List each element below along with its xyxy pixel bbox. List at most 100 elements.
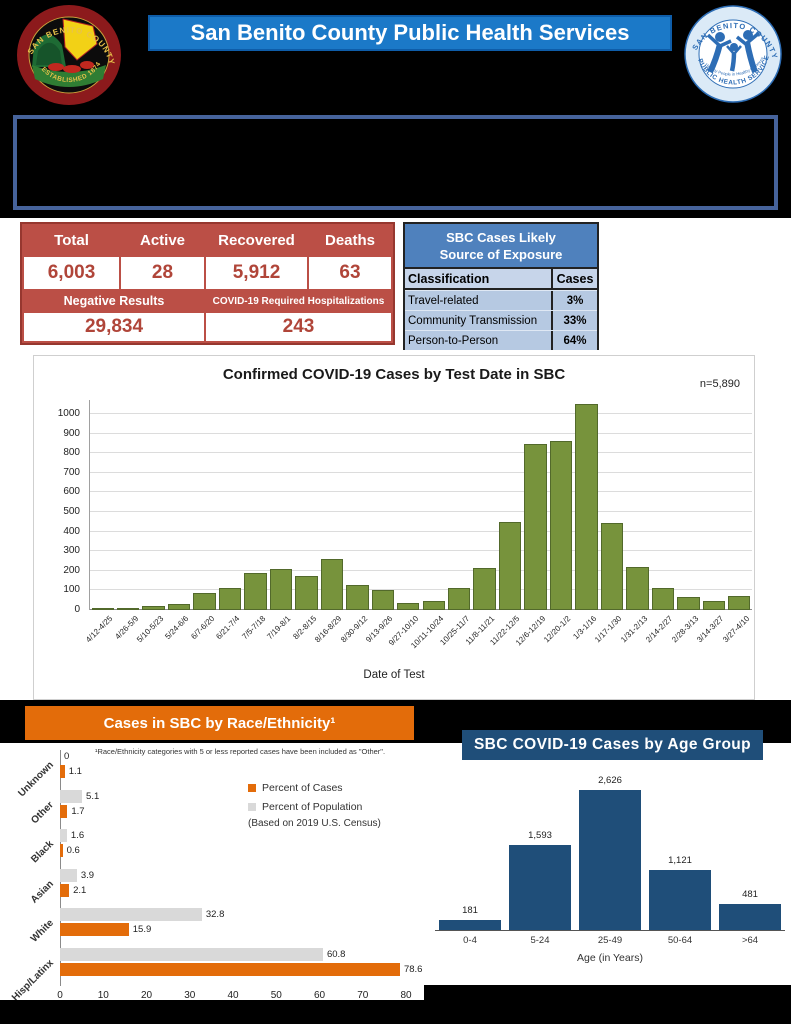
gridline	[90, 550, 752, 552]
test-date-bar	[218, 588, 242, 610]
x-tick-label: 8/16-8/29	[313, 614, 344, 645]
age-chart-banner: SBC COVID-19 Cases by Age Group	[462, 730, 763, 760]
test-date-bar	[651, 588, 675, 610]
exposure-title-line1: SBC Cases Likely	[446, 230, 556, 245]
age-x-tick-label: 25-49	[597, 935, 623, 946]
population-bar-label: 3.9	[80, 869, 95, 881]
test-date-bar	[244, 573, 267, 610]
y-tick-label: 600	[63, 486, 80, 498]
test-date-chart: Confirmed COVID-19 Cases by Test Date in…	[33, 355, 755, 700]
cases-bar-label: 0.6	[66, 845, 80, 857]
stats-value-total: 6,003	[24, 257, 119, 289]
test-date-bar	[626, 567, 649, 610]
x-tick-label: 3/27-4/10	[720, 614, 751, 645]
test-date-bar	[473, 568, 496, 610]
test-date-xaxis-title: Date of Test	[363, 669, 425, 681]
x-tick-label: 8/30-9/12	[338, 614, 370, 645]
test-date-bar	[295, 576, 318, 610]
case-stats-table: Total Active Recovered Deaths 6,003 28 5…	[20, 222, 395, 345]
gridline	[90, 530, 752, 532]
test-date-bar	[116, 608, 140, 610]
legend-census-note: (Based on 2019 U.S. Census)	[248, 818, 381, 829]
exposure-source-table: SBC Cases Likely Source of Exposure Clas…	[403, 222, 599, 350]
x-tick-label: 5/10-5/23	[135, 614, 166, 645]
race-x-tick-label: 40	[227, 990, 239, 1001]
cases-bar	[60, 963, 400, 976]
age-bar	[649, 870, 711, 930]
redacted-summary-box	[13, 115, 778, 210]
stats-value-deaths: 63	[309, 257, 391, 289]
age-bar-value-label: 1,593	[528, 830, 552, 841]
race-x-tick-label: 30	[184, 990, 196, 1001]
age-bar-value-label: 2,626	[598, 775, 622, 786]
seal-county-shape	[62, 18, 98, 61]
race-chart-axis-line	[60, 750, 61, 986]
x-tick-label: 7/5-7/18	[240, 614, 268, 642]
legend-cases-label: Percent of Cases	[262, 782, 343, 794]
gridline	[90, 511, 752, 512]
gridline	[90, 491, 752, 493]
population-bar-label: 32.8	[205, 909, 225, 921]
y-tick-label: 700	[63, 466, 80, 478]
y-tick-label: 100	[63, 584, 80, 596]
age-bar	[579, 790, 641, 930]
logo-figures	[706, 31, 761, 74]
test-date-bar	[167, 604, 191, 610]
test-date-bar	[677, 597, 700, 610]
x-tick-label: 2/14-2/27	[644, 614, 675, 645]
test-date-chart-title: Confirmed COVID-19 Cases by Test Date in…	[222, 366, 566, 383]
x-tick-label: 1/31-2/13	[618, 614, 650, 645]
race-ethnicity-chart: ¹Race/Ethnicity categories with 5 or les…	[0, 744, 430, 1004]
test-date-xlabels: 4/12-4/25 4/26-5/9 5/10-5/23 5/24-6/6 6/7-6/…	[84, 612, 751, 664]
summary-band	[0, 110, 791, 218]
test-date-bar	[549, 441, 573, 610]
race-x-tick-label: 50	[270, 990, 282, 1001]
exposure-title-line2: Source of Exposure	[439, 247, 563, 262]
age-xaxis-title: Age (in Years)	[577, 952, 643, 964]
y-tick-label: 0	[74, 604, 80, 615]
legend-population-label: Percent of Population	[262, 801, 363, 813]
population-bar-label: 0	[64, 751, 70, 762]
stats-header-hospitalizations: COVID-19 Required Hospitalizations	[206, 291, 391, 311]
header-title-banner: San Benito County Public Health Services	[148, 15, 672, 51]
age-xlabels: 0-4 5-24 25-49 50-64 >64	[435, 935, 785, 947]
test-date-bar	[142, 606, 165, 610]
age-bar-value-label: 181	[462, 905, 478, 916]
race-chart-legend: Percent of Cases Percent of Population (…	[248, 782, 381, 829]
stats-header-active: Active	[121, 226, 204, 255]
legend-item-cases: Percent of Cases	[248, 782, 381, 794]
test-date-bar	[320, 559, 344, 610]
y-tick-label: 500	[63, 506, 80, 517]
stats-value-recovered: 5,912	[206, 257, 307, 289]
test-date-bar	[498, 522, 522, 610]
race-chart-banner: Cases in SBC by Race/Ethnicity¹	[25, 706, 414, 740]
gridline	[90, 589, 752, 591]
age-chart-title: SBC COVID-19 Cases by Age Group	[473, 736, 752, 753]
exposure-row-community-value: 33%	[563, 314, 587, 327]
cases-bar	[60, 765, 65, 778]
gridline	[90, 432, 752, 434]
race-x-tick-label: 70	[357, 990, 369, 1001]
y-tick-label: 800	[63, 447, 80, 459]
population-bar-label: 60.8	[326, 949, 346, 960]
test-date-bar	[397, 603, 420, 610]
exposure-col-classification: Classification	[405, 269, 553, 288]
x-tick-label: 12/20-1/2	[542, 614, 573, 645]
orange-swatch-icon	[248, 784, 256, 792]
age-bar	[509, 845, 571, 930]
y-tick-label: 400	[63, 525, 80, 537]
test-date-bar	[575, 404, 598, 610]
stats-header-recovered: Recovered	[206, 226, 307, 255]
race-xaxis: 0 10 20 30 40 50 60 70 80	[0, 990, 430, 1002]
county-seal-logo: SAN BENITO COUNTY ESTABLISHED 1874	[17, 5, 121, 105]
y-tick-label: 200	[63, 564, 80, 576]
cases-bar	[60, 804, 68, 818]
stats-header-deaths: Deaths	[309, 226, 391, 255]
test-date-bar	[447, 588, 471, 610]
population-bar-label: 1.6	[70, 830, 85, 842]
stats-header-total: Total	[24, 226, 119, 255]
population-bar	[60, 908, 202, 922]
x-tick-label: 6/7-6/20	[189, 614, 217, 642]
race-x-tick-label: 0	[57, 990, 63, 1001]
test-date-plot	[89, 400, 752, 610]
